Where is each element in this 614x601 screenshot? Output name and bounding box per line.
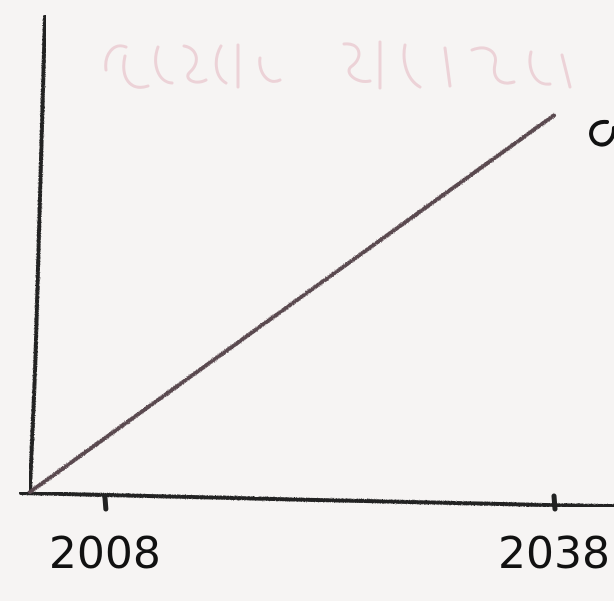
- faded-title-scribble: [104, 40, 572, 90]
- x-tick-2038: [551, 493, 558, 512]
- x-tick-label-2008: 2008: [49, 528, 161, 579]
- series-line: [28, 113, 556, 494]
- x-tick-2008: [102, 493, 109, 512]
- line-end-mark: [589, 119, 614, 147]
- y-axis: [28, 15, 47, 494]
- x-axis: [19, 491, 614, 508]
- x-tick-label-2038: 2038: [498, 528, 610, 579]
